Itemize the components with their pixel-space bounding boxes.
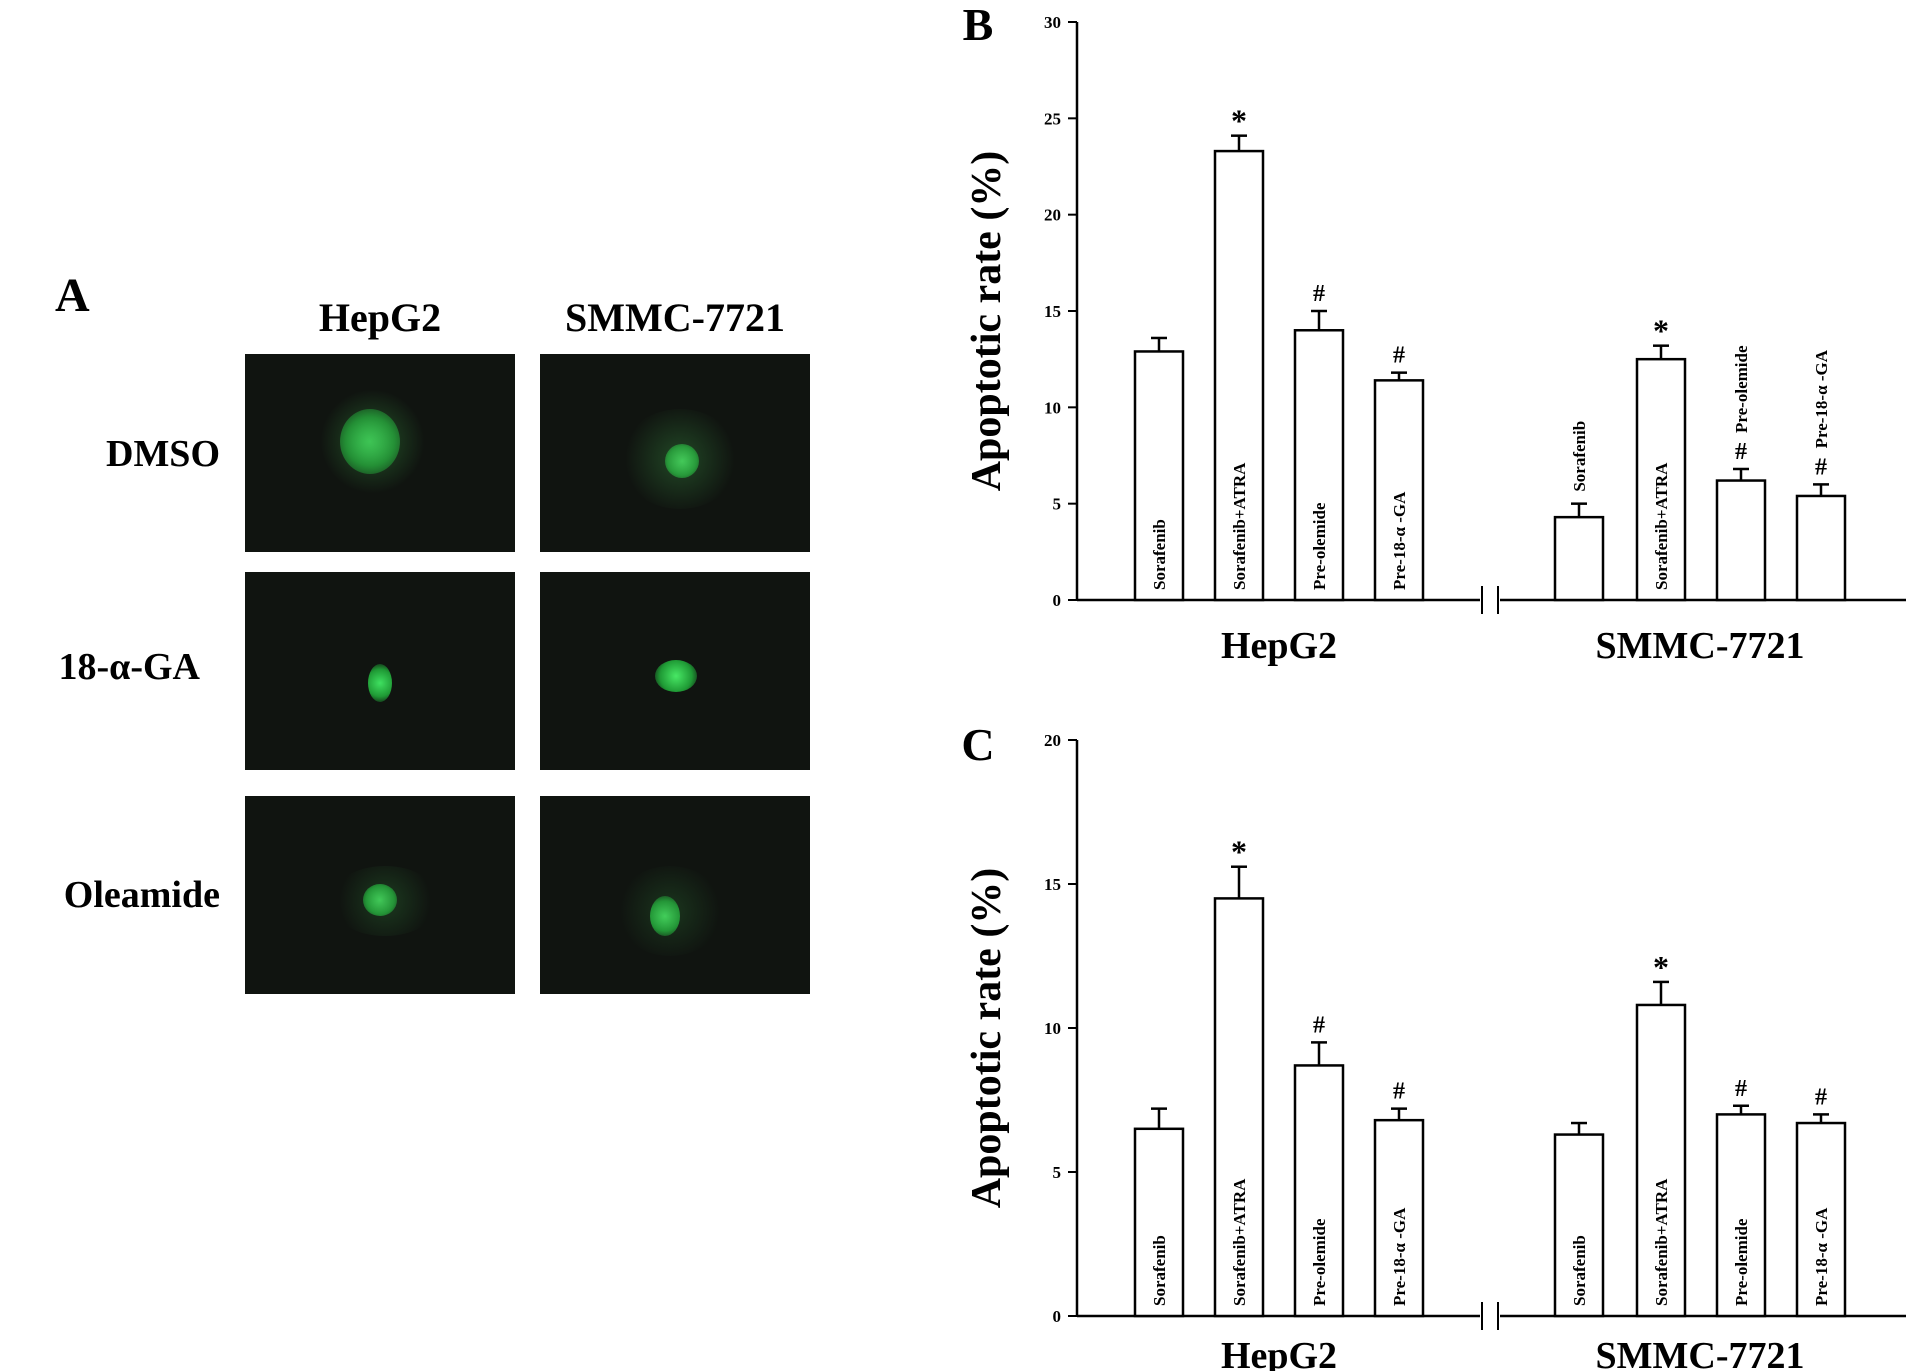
panel-c-y-tick-label: 10 bbox=[1044, 1019, 1061, 1038]
micrograph-smmc7721-dmso bbox=[540, 354, 810, 552]
panel-b-bar bbox=[1553, 515, 1605, 602]
panel-b-bar bbox=[1373, 379, 1425, 602]
panel-b-bar-label: Sorafenib bbox=[1150, 519, 1169, 590]
panel-c-bar-label: Pre-18-α -GA bbox=[1812, 1207, 1831, 1306]
micrograph-smmc7721-oleamide bbox=[540, 796, 810, 994]
column-label-hepg2: HepG2 bbox=[318, 295, 442, 340]
panel-b-y-tick-label: 5 bbox=[1053, 495, 1062, 514]
panel-c-group-label: HepG2 bbox=[1221, 1335, 1337, 1371]
panel-b-bar bbox=[1635, 357, 1687, 602]
panel-b-bar-label: Pre-olemide bbox=[1732, 345, 1751, 433]
panel-b-bar bbox=[1795, 494, 1847, 602]
panel-b-bar bbox=[1133, 350, 1185, 602]
panel-c-letter: C bbox=[961, 719, 994, 770]
panel-c-y-tick-label: 15 bbox=[1044, 875, 1061, 894]
panel-b-significance-marker: # bbox=[1393, 343, 1405, 369]
panel-b-significance-marker: # bbox=[1313, 281, 1325, 307]
panel-c-significance-marker: # bbox=[1735, 1076, 1747, 1102]
panel-b-bar bbox=[1715, 479, 1767, 602]
panel-b-bar-label: Pre-18-α -GA bbox=[1390, 491, 1409, 590]
panel-c-bar-label: Sorafenib bbox=[1150, 1235, 1169, 1306]
panel-c-bar bbox=[1635, 1003, 1687, 1318]
panel-b-y-tick-label: 20 bbox=[1044, 206, 1061, 225]
panel-b-y-axis-label: Apoptotic rate (%) bbox=[964, 151, 1010, 492]
panel-b-group-label: HepG2 bbox=[1221, 625, 1337, 667]
row-label-dmso: DMSO bbox=[106, 433, 220, 475]
micrograph-hepg2-oleamide bbox=[245, 796, 515, 994]
panel-b-group-label: SMMC-7721 bbox=[1596, 625, 1805, 667]
panel-b-bar bbox=[1293, 329, 1345, 602]
panel-b-y-tick-label: 0 bbox=[1053, 591, 1062, 610]
panel-c-significance-marker: * bbox=[1653, 949, 1669, 985]
micrograph-hepg2-18-alpha-ga bbox=[245, 572, 515, 770]
panel-b-significance-marker: # bbox=[1735, 439, 1747, 465]
panel-b-bar-label: Sorafenib+ATRA bbox=[1652, 462, 1671, 590]
panel-a-letter: A bbox=[55, 269, 90, 322]
panel-c-bar bbox=[1715, 1113, 1767, 1318]
panel-c-bar-label: Pre-olemide bbox=[1310, 1218, 1329, 1306]
panel-c-bar-label: Sorafenib bbox=[1570, 1235, 1589, 1306]
panel-c-significance-marker: # bbox=[1313, 1012, 1325, 1038]
panel-b-bar-label: Sorafenib+ATRA bbox=[1230, 462, 1249, 590]
panel-b-y-tick-label: 15 bbox=[1044, 302, 1061, 321]
panel-c-bar-label: Pre-18-α -GA bbox=[1390, 1207, 1409, 1306]
panel-c-bar bbox=[1553, 1133, 1605, 1318]
panel-c-y-tick-label: 0 bbox=[1053, 1307, 1062, 1326]
column-label-smmc7721: SMMC-7721 bbox=[565, 295, 785, 340]
panel-b-significance-marker: * bbox=[1653, 313, 1669, 349]
panel-b-letter: B bbox=[963, 0, 994, 50]
panel-b-y-tick-label: 30 bbox=[1044, 13, 1061, 32]
micrograph-hepg2-dmso bbox=[245, 354, 515, 552]
panel-c-y-tick-label: 5 bbox=[1053, 1163, 1062, 1182]
panel-b-significance-marker: # bbox=[1815, 454, 1827, 480]
panel-b-bar bbox=[1213, 149, 1265, 602]
panel-c-bar bbox=[1213, 897, 1265, 1318]
panel-c-bar-label: Sorafenib+ATRA bbox=[1652, 1178, 1671, 1306]
panel-c-significance-marker: # bbox=[1815, 1084, 1827, 1110]
panel-c-significance-marker: # bbox=[1393, 1079, 1405, 1105]
panel-c-y-axis-label: Apoptotic rate (%) bbox=[964, 868, 1010, 1209]
panel-b-y-tick-label: 10 bbox=[1044, 398, 1061, 417]
panel-c-group-label: SMMC-7721 bbox=[1596, 1335, 1805, 1371]
row-label-oleamide: Oleamide bbox=[63, 874, 220, 916]
panel-b-bar-label: Pre-olemide bbox=[1310, 502, 1329, 590]
panel-c-y-tick-label: 20 bbox=[1044, 731, 1061, 750]
panel-c-bar bbox=[1795, 1121, 1847, 1318]
panel-b-significance-marker: * bbox=[1231, 103, 1247, 139]
panel-c-bar-label: Pre-olemide bbox=[1732, 1218, 1751, 1306]
panel-c-significance-marker: * bbox=[1231, 834, 1247, 870]
micrograph-smmc7721-18-alpha-ga bbox=[540, 572, 810, 770]
row-label-18-alpha-ga: 18-α-GA bbox=[58, 646, 200, 688]
panel-b-y-tick-label: 25 bbox=[1044, 109, 1061, 128]
panel-c-bar-label: Sorafenib+ATRA bbox=[1230, 1178, 1249, 1306]
panel-b-bar-label: Sorafenib bbox=[1570, 421, 1589, 492]
panel-b-bar-label: Pre-18-α -GA bbox=[1812, 349, 1831, 448]
